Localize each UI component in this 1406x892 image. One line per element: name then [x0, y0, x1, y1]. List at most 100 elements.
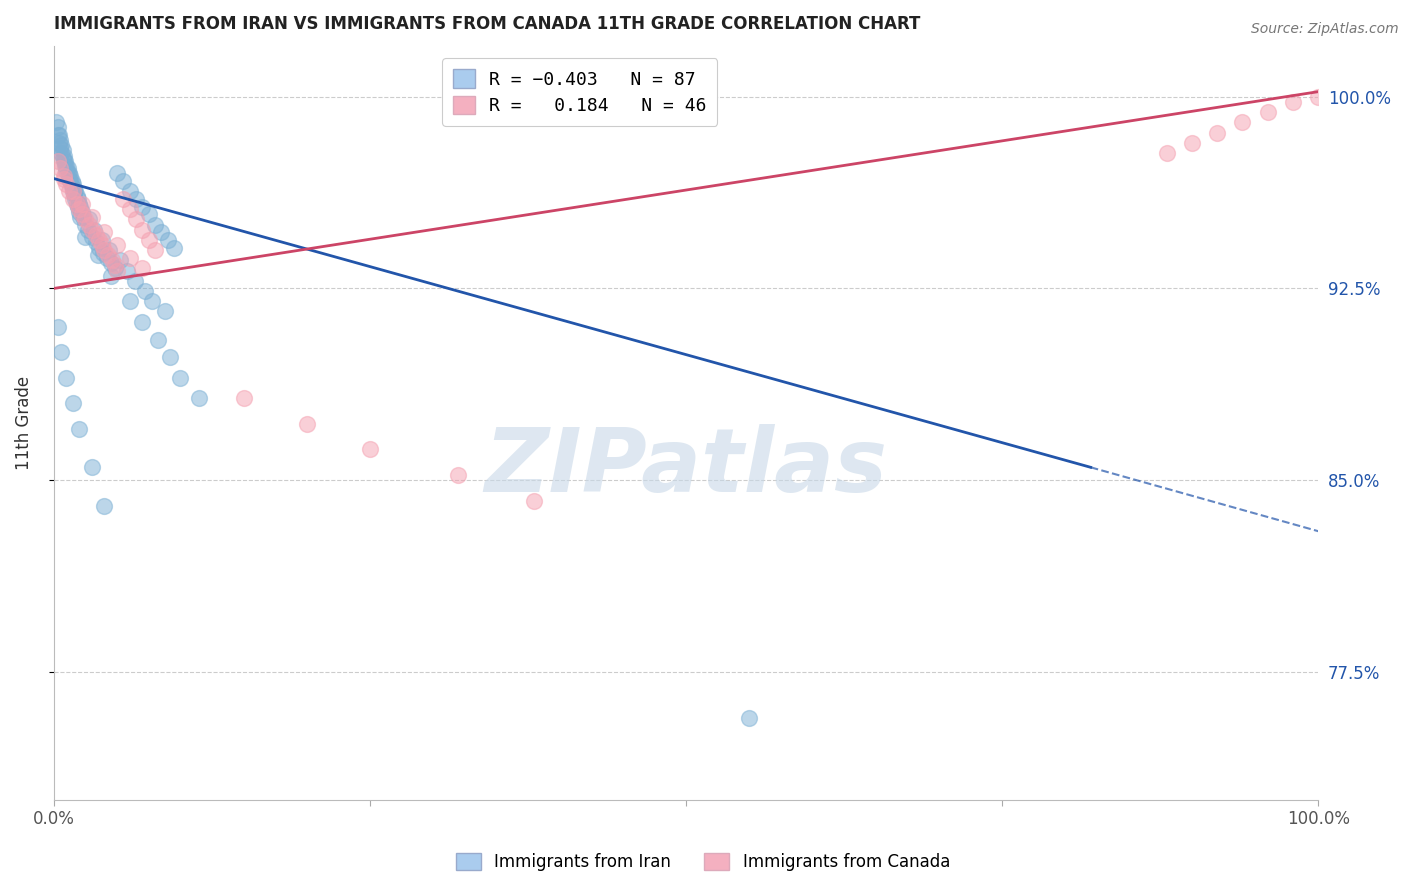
Point [56, 161, 79, 176]
Point [60, 179, 83, 194]
Point [143, 243, 166, 257]
Point [87, 248, 110, 262]
Point [46, 153, 69, 168]
Point [91, 245, 114, 260]
Point [77, 222, 100, 236]
Point [738, 711, 761, 725]
Point [70, 204, 93, 219]
Point [90, 233, 112, 247]
Point [134, 284, 156, 298]
Point [59, 174, 82, 188]
Point [80, 222, 103, 236]
Text: IMMIGRANTS FROM IRAN VS IMMIGRANTS FROM CANADA 11TH GRADE CORRELATION CHART: IMMIGRANTS FROM IRAN VS IMMIGRANTS FROM … [53, 15, 920, 33]
Point [108, 253, 131, 268]
Point [105, 263, 128, 277]
Point [60, 174, 83, 188]
Point [359, 442, 381, 457]
Point [46, 120, 69, 135]
Point [62, 396, 84, 410]
Point [52, 171, 75, 186]
Point [65, 192, 87, 206]
Point [63, 182, 86, 196]
Point [131, 315, 153, 329]
Point [80, 230, 103, 244]
Point [118, 184, 141, 198]
Point [150, 225, 173, 239]
Point [1257, 105, 1279, 120]
Point [96, 251, 118, 265]
Point [447, 467, 470, 482]
Point [125, 212, 148, 227]
Text: ZIPatlas: ZIPatlas [485, 425, 887, 511]
Point [67, 204, 90, 219]
Point [49, 141, 72, 155]
Point [70, 207, 93, 221]
Point [153, 304, 176, 318]
Point [65, 184, 87, 198]
Point [80, 460, 103, 475]
Point [103, 260, 125, 275]
Point [55, 159, 77, 173]
Point [156, 233, 179, 247]
Point [75, 218, 97, 232]
Point [62, 177, 84, 191]
Point [63, 186, 86, 201]
Point [58, 171, 80, 186]
Point [100, 268, 122, 283]
Point [103, 259, 125, 273]
Point [93, 225, 115, 239]
Point [84, 235, 107, 250]
Point [67, 197, 90, 211]
Point [80, 210, 103, 224]
Point [59, 169, 82, 183]
Point [1206, 126, 1229, 140]
Point [52, 151, 75, 165]
Point [89, 233, 111, 247]
Point [49, 161, 72, 176]
Point [1232, 115, 1254, 129]
Point [146, 333, 169, 347]
Point [1156, 146, 1178, 161]
Point [131, 260, 153, 275]
Point [65, 189, 87, 203]
Point [69, 210, 91, 224]
Legend: R = −0.403   N = 87, R =   0.184   N = 46: R = −0.403 N = 87, R = 0.184 N = 46 [443, 59, 717, 126]
Point [56, 166, 79, 180]
Point [66, 192, 89, 206]
Point [46, 128, 69, 142]
Point [69, 200, 91, 214]
Point [51, 345, 73, 359]
Point [84, 227, 107, 242]
Point [55, 164, 77, 178]
Point [1181, 136, 1204, 150]
Point [93, 499, 115, 513]
Point [55, 371, 77, 385]
Point [188, 392, 211, 406]
Point [52, 148, 75, 162]
Point [105, 238, 128, 252]
Point [112, 174, 135, 188]
Point [90, 238, 112, 252]
Point [75, 212, 97, 227]
Point [89, 241, 111, 255]
Point [45, 115, 67, 129]
Point [53, 153, 76, 168]
Point [131, 222, 153, 236]
Point [67, 202, 90, 217]
Point [159, 351, 181, 365]
Point [51, 146, 73, 161]
Text: Source: ZipAtlas.com: Source: ZipAtlas.com [1251, 22, 1399, 37]
Point [163, 241, 186, 255]
Legend: Immigrants from Iran, Immigrants from Canada: Immigrants from Iran, Immigrants from Ca… [447, 845, 959, 880]
Point [118, 294, 141, 309]
Point [100, 256, 122, 270]
Point [125, 192, 148, 206]
Point [232, 392, 254, 406]
Point [97, 248, 120, 262]
Point [58, 184, 80, 198]
Point [55, 177, 77, 191]
Point [98, 243, 121, 257]
Point [52, 153, 75, 168]
Point [83, 222, 105, 236]
Point [124, 274, 146, 288]
